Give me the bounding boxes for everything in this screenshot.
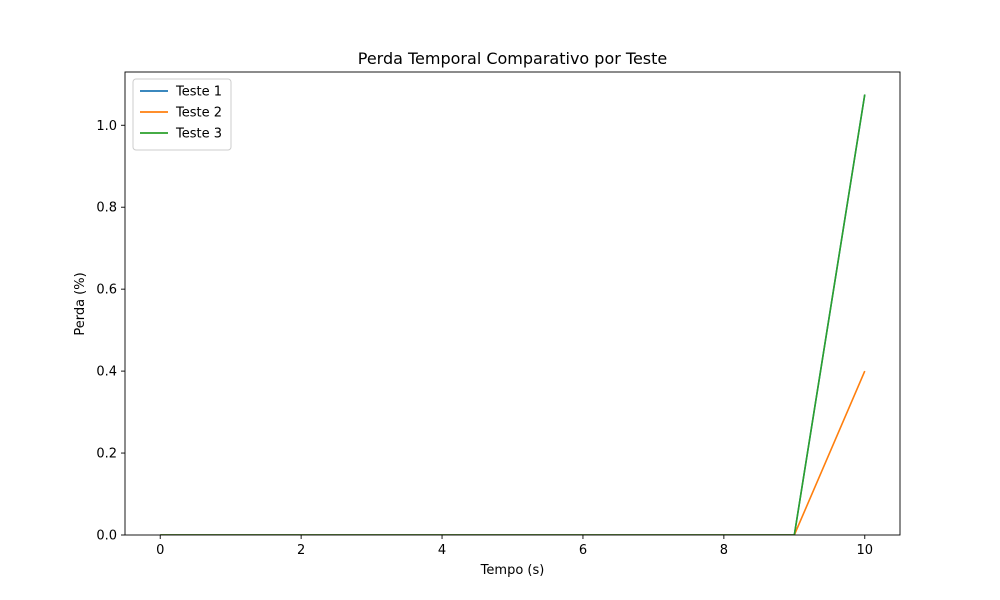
y-tick-label: 0.4 — [96, 365, 117, 380]
x-tick-label: 2 — [297, 543, 305, 558]
series-line-3 — [160, 94, 866, 535]
legend-label: Teste 1 — [175, 85, 222, 100]
y-axis: 0.0 0.2 0.4 0.6 0.8 1.0 — [96, 119, 125, 544]
x-tick-label: 6 — [579, 543, 587, 558]
plot-area — [124, 71, 901, 536]
chart-title: Perda Temporal Comparativo por Teste — [358, 49, 668, 68]
plot-frame — [124, 71, 901, 536]
x-tick-label: 4 — [438, 543, 446, 558]
y-tick-label: 0.8 — [96, 201, 117, 216]
y-tick-label: 0.2 — [96, 447, 117, 462]
x-axis: 0 2 4 6 8 10 — [156, 535, 873, 558]
y-tick-label: 0.6 — [96, 283, 117, 298]
x-tick-label: 8 — [720, 543, 728, 558]
x-tick-label: 10 — [856, 543, 873, 558]
series-line-2 — [160, 370, 866, 535]
y-tick-label: 1.0 — [96, 119, 117, 134]
legend: Teste 1 Teste 2 Teste 3 — [132, 78, 232, 151]
x-tick-label: 0 — [156, 543, 164, 558]
legend-label: Teste 3 — [175, 127, 222, 142]
y-axis-label: Perda (%) — [73, 272, 88, 335]
series-line-1 — [160, 94, 866, 535]
y-tick-label: 0.0 — [96, 529, 117, 544]
legend-label: Teste 2 — [175, 106, 222, 121]
x-axis-label: Tempo (s) — [480, 563, 545, 578]
